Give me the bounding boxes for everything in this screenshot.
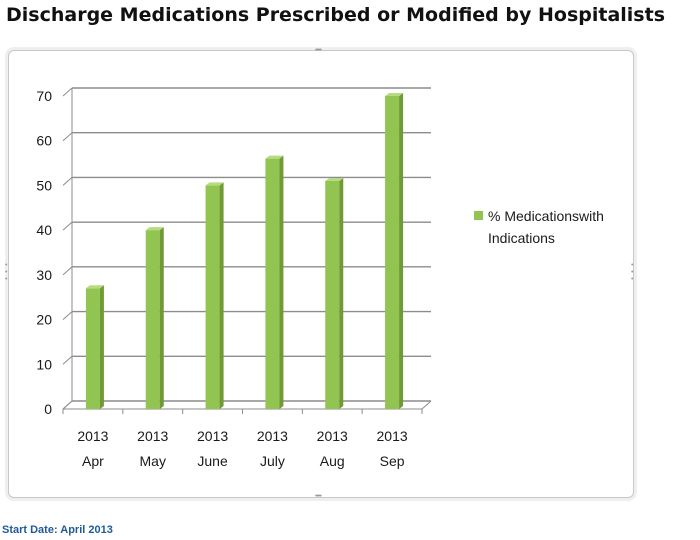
bar-side [159,227,164,409]
bar [85,288,100,409]
x-tick-label-month: July [260,453,285,469]
bar-top [145,227,164,231]
gridline-side [62,87,73,97]
x-tick-label-month: June [197,453,228,469]
bar-top [85,285,104,289]
resize-handle-right-icon[interactable]: • • • [631,262,633,283]
page-title: Discharge Medications Prescribed or Modi… [6,4,666,26]
bar-side [399,93,404,409]
x-tick-label-month: Apr [82,453,104,469]
y-tick-label: 0 [44,401,52,417]
resize-handle-top-icon[interactable]: •••• [315,47,322,54]
gridline-side [62,177,73,186]
bar-top [205,182,224,186]
bar-top [325,177,344,181]
chart-frame[interactable] [8,50,634,498]
y-tick-label: 70 [36,88,52,104]
bar-top [385,93,404,96]
y-tick-label: 60 [36,133,52,149]
y-tick-label: 50 [36,177,52,193]
gridline-side [62,266,73,276]
bar-side [339,177,344,409]
floor-right-edge [421,400,432,410]
bar [145,230,160,409]
legend-swatch [474,211,483,220]
x-tick-label-month: Aug [320,453,345,469]
x-tick-label-year: 2013 [137,428,168,444]
bar-side [219,182,224,409]
y-tick-label: 30 [36,267,52,283]
legend-label: % Medicationswith Indications [488,208,604,246]
gridline-side [62,355,73,365]
gridline-side [62,221,73,231]
y-tick-label: 10 [36,356,52,372]
resize-handle-bottom-icon[interactable]: •••• [315,493,322,500]
resize-handle-left-icon[interactable]: • • • [5,262,7,283]
start-date-note: Start Date: April 2013 [2,524,113,536]
gridline-side [62,132,73,142]
y-tick-label: 40 [36,222,52,238]
x-tick-label-month: May [140,453,166,469]
bar-side [279,155,284,409]
gridline-side [62,311,73,320]
x-tick-label-month: Sep [380,453,405,469]
bar-top [265,155,284,159]
x-tick-label-year: 2013 [197,428,228,444]
bar [205,185,220,409]
gridline-side [62,400,73,410]
x-tick-label-year: 2013 [317,428,348,444]
bar-side [99,285,104,409]
bar [265,158,280,409]
x-tick-label-year: 2013 [257,428,288,444]
x-tick-label-year: 2013 [77,428,108,444]
y-tick-label: 20 [36,312,52,328]
bar [385,96,400,409]
bar [325,180,340,409]
x-tick-label-year: 2013 [377,428,408,444]
